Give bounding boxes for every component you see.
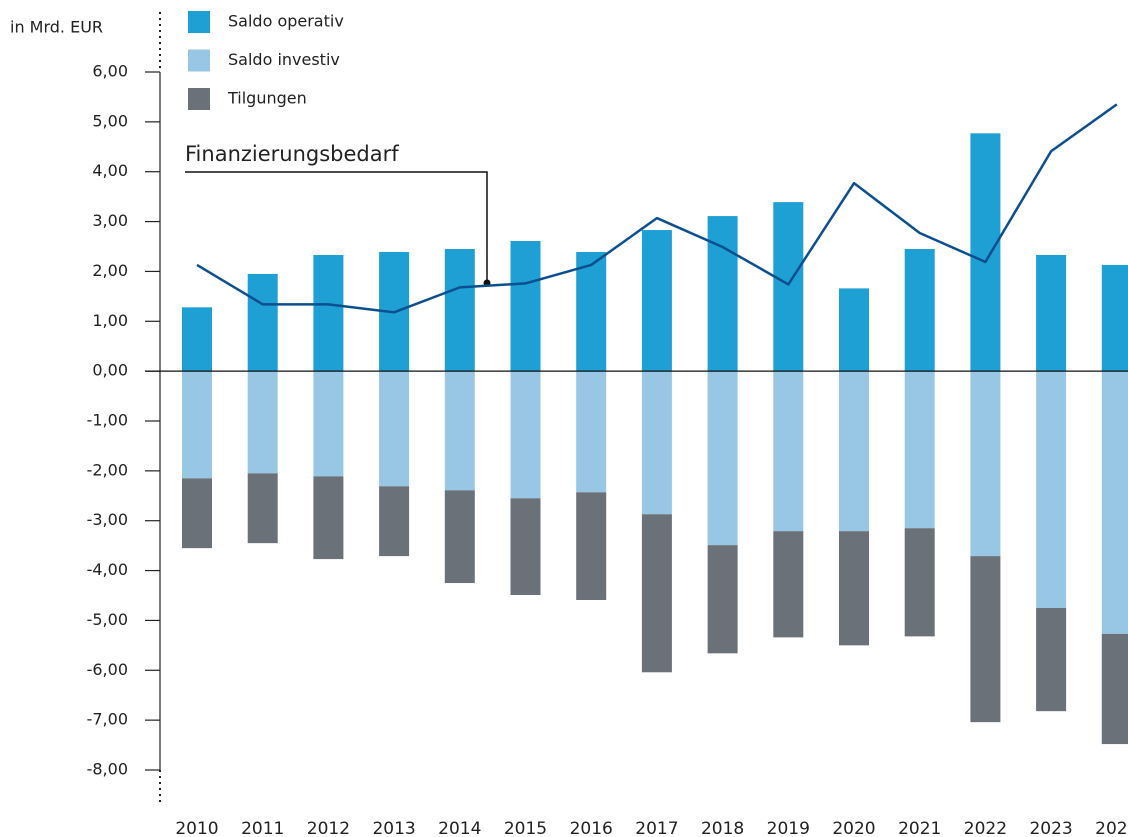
bar <box>641 230 672 372</box>
y-tick-label: 0,00 <box>92 361 128 380</box>
bar <box>904 248 935 372</box>
y-tick-label: -6,00 <box>87 660 128 679</box>
x-tick-label: 2015 <box>504 819 547 837</box>
bar <box>970 556 1001 723</box>
y-axis-label: in Mrd. EUR <box>10 18 103 37</box>
bar <box>576 371 607 493</box>
finanzierungsbedarf-line <box>196 103 1118 314</box>
bar <box>1101 633 1128 745</box>
bar <box>576 251 607 372</box>
bar <box>773 531 804 638</box>
y-tick-label: -8,00 <box>87 760 128 779</box>
legend-swatch <box>188 49 210 72</box>
bar <box>641 514 672 673</box>
y-tick-label: 4,00 <box>92 161 128 180</box>
legend-label: Tilgungen <box>227 89 307 108</box>
x-tick-label: 2017 <box>635 819 678 837</box>
y-tick-label: -5,00 <box>87 610 128 629</box>
y-tick-label: 5,00 <box>92 111 128 130</box>
bar <box>510 241 541 372</box>
y-tick-label: -7,00 <box>87 710 128 729</box>
bar <box>510 371 541 499</box>
bar <box>773 202 804 372</box>
x-tick-label: 2019 <box>767 819 810 837</box>
legend-label: Saldo investiv <box>228 50 340 69</box>
y-tick-label: -4,00 <box>87 560 128 579</box>
annotation: Finanzierungsbedarf <box>185 142 399 166</box>
bar <box>707 545 738 654</box>
x-tick-label: 2014 <box>438 819 481 837</box>
bar <box>444 371 475 491</box>
bar <box>182 478 212 549</box>
bar <box>839 371 869 532</box>
x-tick-label: 2018 <box>701 819 744 837</box>
bar <box>904 371 935 529</box>
bar <box>970 371 1001 557</box>
x-tick-label: 2024 <box>1095 819 1128 837</box>
y-tick-label: -2,00 <box>87 460 128 479</box>
bar <box>576 492 607 600</box>
bar <box>313 254 344 372</box>
x-tick-label: 2021 <box>898 819 941 837</box>
bar <box>247 371 278 474</box>
bar <box>379 371 410 487</box>
bar <box>510 498 541 596</box>
x-tick-label: 2011 <box>241 819 284 837</box>
bar <box>773 371 804 532</box>
bar <box>904 528 935 637</box>
legend-swatch <box>188 88 210 110</box>
bar <box>1101 371 1128 634</box>
bar <box>839 288 869 372</box>
bar <box>247 273 278 372</box>
bar <box>839 531 869 646</box>
bar <box>182 307 212 372</box>
x-tick-label: 2022 <box>964 819 1007 837</box>
legend-label: Saldo operativ <box>228 12 344 31</box>
bar <box>247 473 278 544</box>
annotation-leader <box>185 171 488 283</box>
x-tick-label: 2010 <box>175 819 218 837</box>
bar <box>707 371 738 546</box>
x-tick-label: 2016 <box>570 819 613 837</box>
y-tick-label: -3,00 <box>87 510 128 529</box>
bar <box>182 371 212 479</box>
x-tick-label: 2013 <box>372 819 415 837</box>
bar <box>313 371 344 477</box>
bar <box>1036 371 1067 608</box>
y-tick-label: 2,00 <box>92 261 128 280</box>
legend-swatch <box>188 11 210 33</box>
x-tick-label: 2023 <box>1029 819 1072 837</box>
bar <box>1036 607 1067 712</box>
bar <box>313 476 344 560</box>
y-tick-label: -1,00 <box>87 411 128 430</box>
bar <box>970 133 1001 372</box>
bar <box>444 248 475 372</box>
bar <box>1036 254 1067 372</box>
bar <box>379 486 410 557</box>
bar <box>707 216 738 372</box>
y-tick-label: 3,00 <box>92 211 128 230</box>
bar <box>641 371 672 515</box>
y-tick-label: 1,00 <box>92 311 128 330</box>
bar <box>444 490 475 584</box>
x-tick-label: 2020 <box>832 819 875 837</box>
x-tick-label: 2012 <box>307 819 350 837</box>
y-tick-label: 6,00 <box>92 62 128 81</box>
bar <box>1101 264 1128 372</box>
